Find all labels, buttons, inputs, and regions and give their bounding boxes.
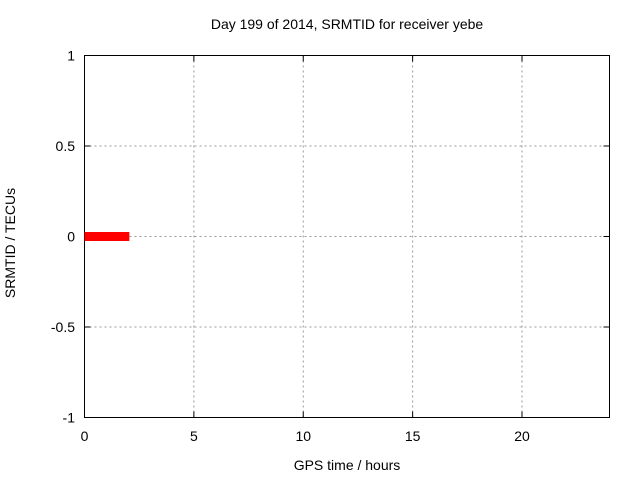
y-tick-label-0.5: 0.5 [56,138,76,154]
y-tick-label-0: 0 [67,229,75,245]
x-axis-label: GPS time / hours [294,457,401,473]
x-tick-label-20: 20 [514,428,530,444]
y-axis-label: SRMTID / TECUs [2,188,18,298]
y-tick-label-1: 1 [67,48,75,64]
x-tick-label-0: 0 [81,428,89,444]
chart-layer: 0 5 10 15 20 1 0.5 0 -0.5 -1 [51,48,610,444]
x-tick-label-5: 5 [190,428,198,444]
x-tick-label-15: 15 [405,428,421,444]
y-tick-label--0.5: -0.5 [51,319,75,335]
y-tick-label--1: -1 [63,410,76,426]
x-tick-label-10: 10 [295,428,311,444]
chart-title: Day 199 of 2014, SRMTID for receiver yeb… [211,16,484,32]
